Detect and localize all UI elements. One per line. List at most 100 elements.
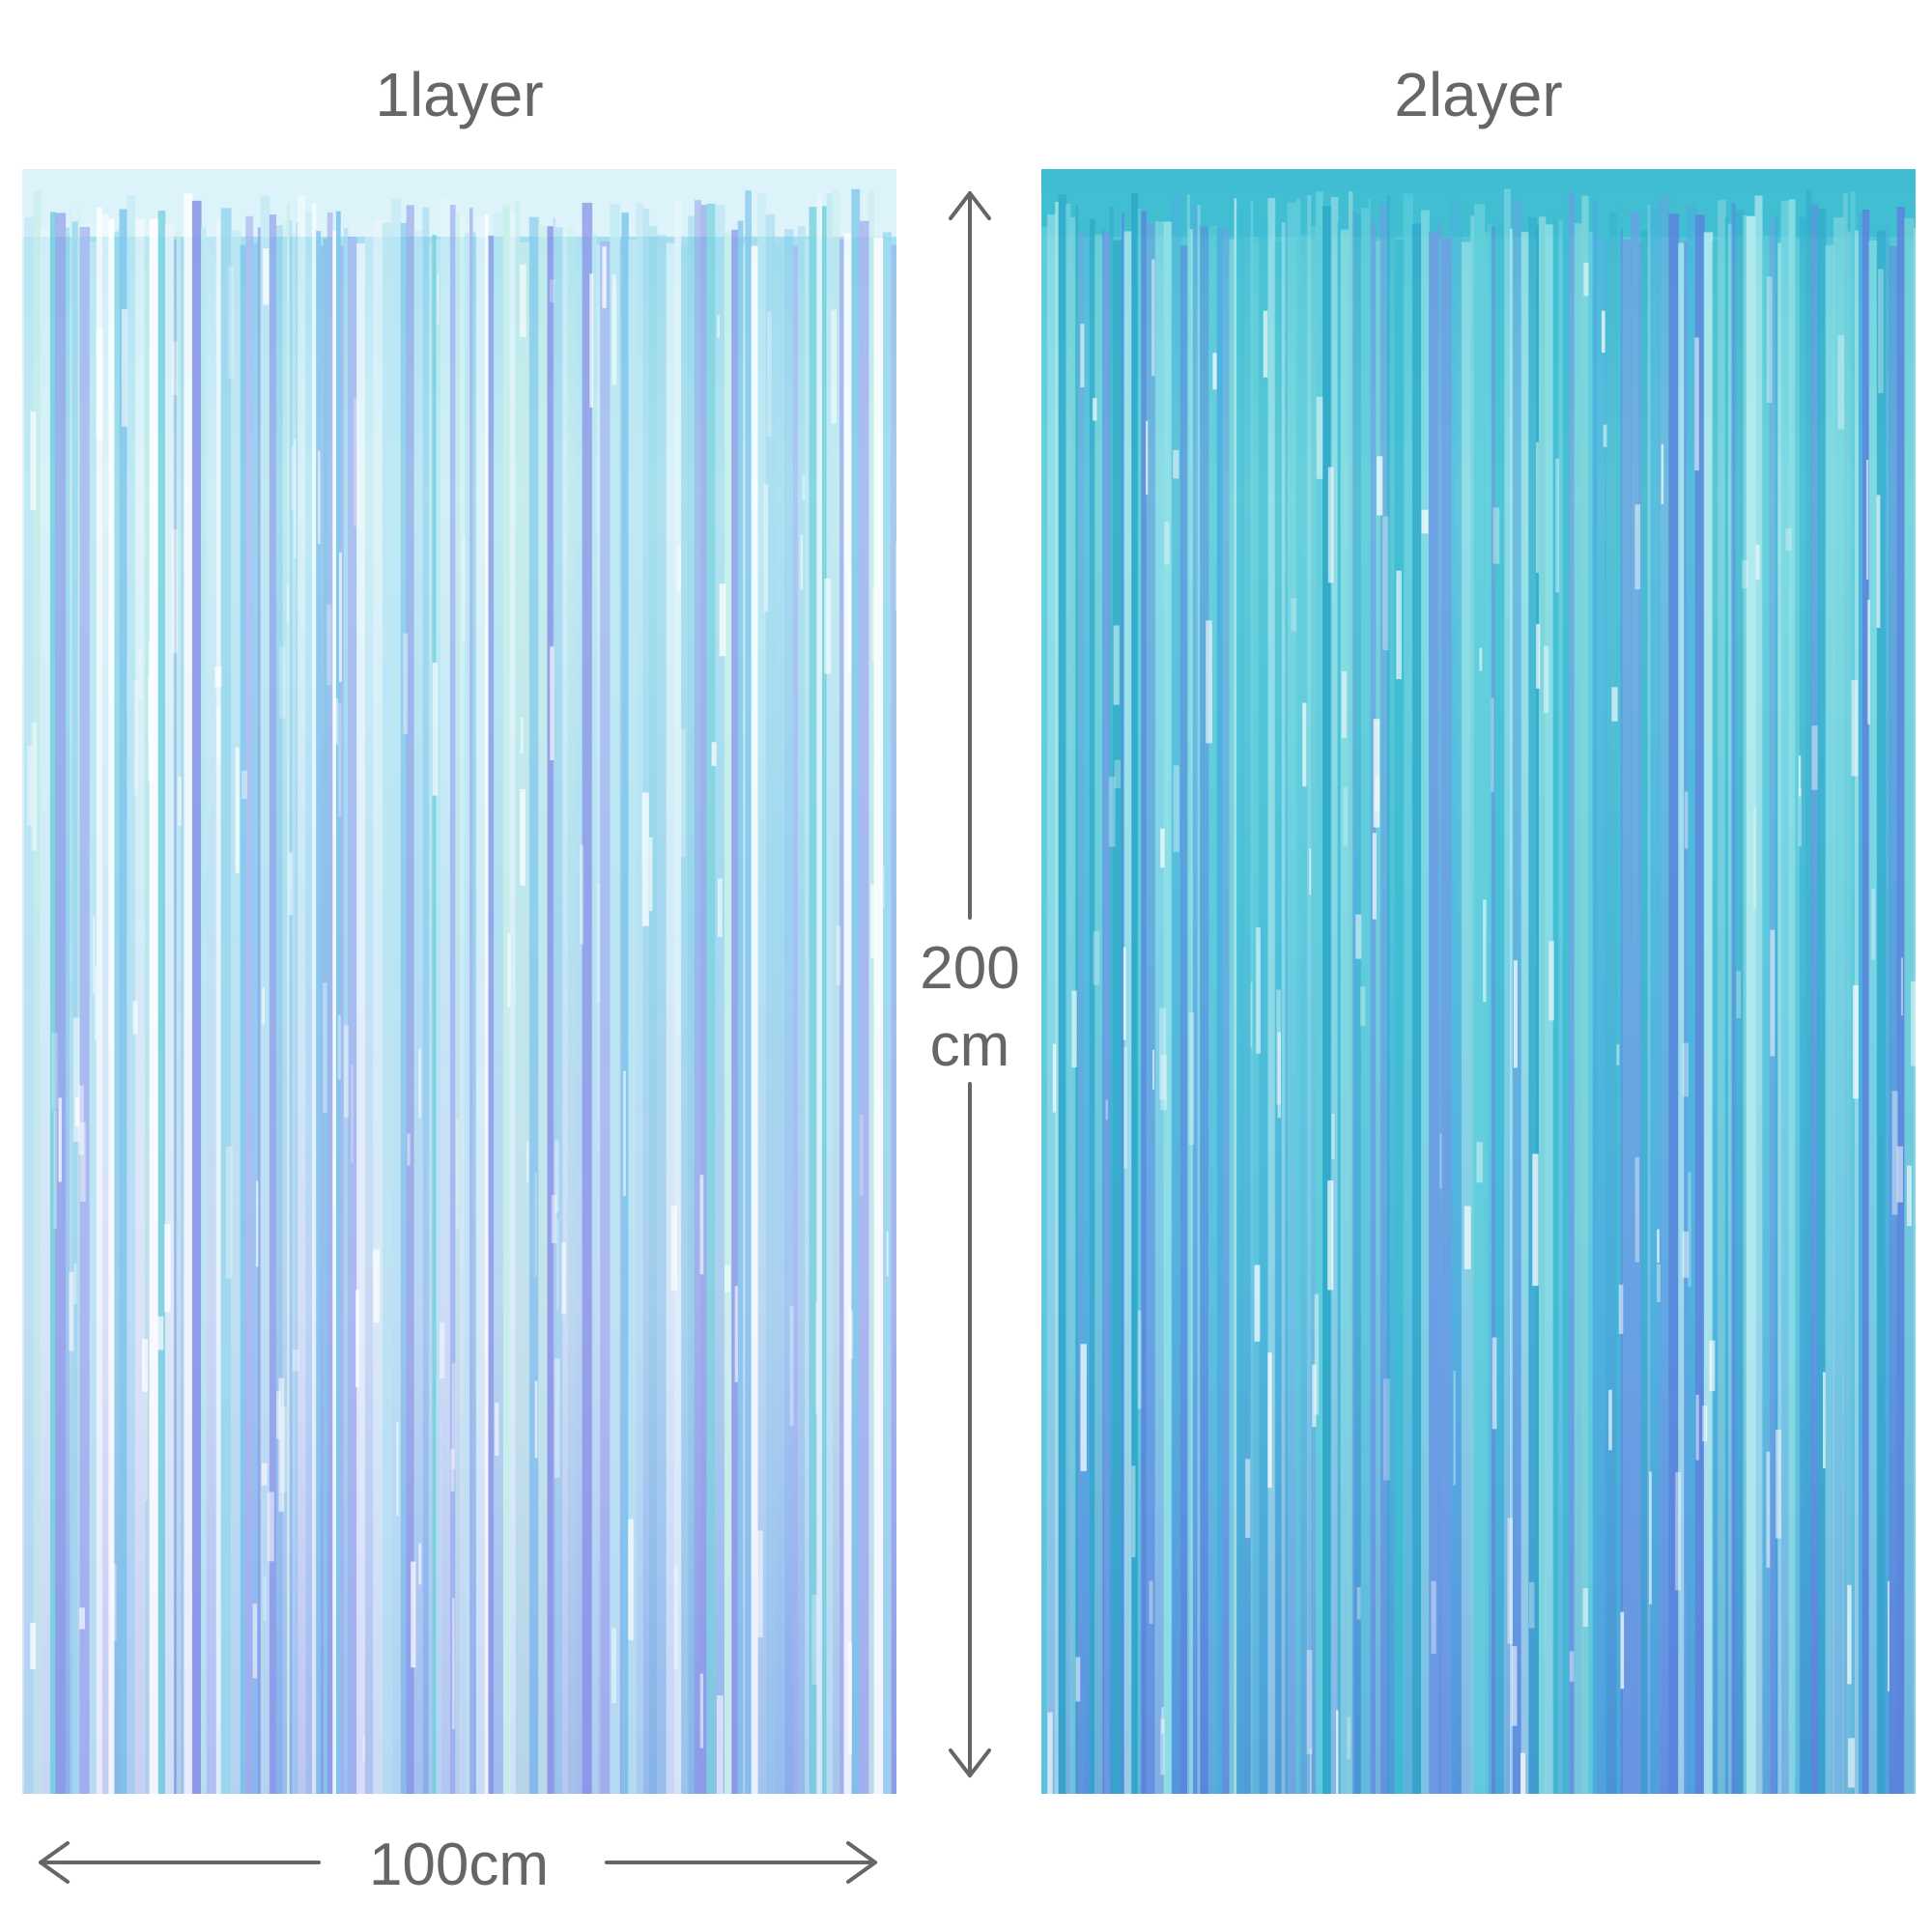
tinsel-strand <box>1538 216 1547 1794</box>
tinsel-highlight <box>132 1001 138 1035</box>
tinsel-highlight <box>92 916 96 994</box>
tinsel-highlight <box>1137 1310 1142 1409</box>
tinsel-highlight <box>1569 1651 1575 1682</box>
tinsel-highlight <box>396 1422 399 1517</box>
tinsel-strand <box>1354 214 1362 1794</box>
tinsel-highlight <box>1785 527 1792 551</box>
tinsel-strand <box>440 197 451 1794</box>
tinsel-highlight <box>1770 929 1776 1057</box>
tinsel-highlight <box>1245 1459 1251 1539</box>
tinsel-strand <box>1123 231 1133 1794</box>
tinsel-highlight <box>172 341 178 396</box>
tinsel-strand <box>1349 191 1353 1794</box>
tinsel-strand <box>688 215 696 1794</box>
tinsel-strand <box>1065 204 1071 1794</box>
tinsel-highlight <box>418 1543 422 1585</box>
tinsel-strand <box>1588 231 1594 1794</box>
tinsel-strand <box>327 212 333 1794</box>
tinsel-strand <box>114 231 120 1794</box>
tinsel-highlight <box>815 1300 819 1414</box>
tinsel-highlight <box>1122 947 1126 1040</box>
tinsel-strand <box>1474 204 1486 1794</box>
tinsel-strand <box>1287 202 1297 1794</box>
tinsel-strand <box>215 217 221 1794</box>
tinsel-highlight <box>455 1118 460 1230</box>
tinsel-strand <box>1833 217 1844 1794</box>
tinsel-strand <box>554 227 563 1794</box>
tinsel-highlight <box>1360 986 1366 1026</box>
height-unit: cm <box>929 1012 1010 1079</box>
tinsel-strand <box>312 204 317 1794</box>
tinsel-highlight <box>1160 1719 1165 1776</box>
tinsel-strand <box>1379 204 1388 1794</box>
tinsel-highlight <box>1871 888 1876 960</box>
tinsel-highlight <box>1507 1518 1513 1644</box>
tinsel-highlight <box>886 1232 889 1277</box>
tinsel-strand <box>1187 194 1190 1794</box>
tinsel-strand <box>493 212 504 1794</box>
tinsel-highlight <box>554 1358 560 1478</box>
one-layer-curtain-strands <box>22 169 896 1794</box>
tinsel-highlight <box>1212 353 1217 390</box>
tinsel-highlight <box>78 1085 84 1155</box>
tinsel-highlight <box>580 844 584 945</box>
tinsel-strand <box>621 213 629 1794</box>
tinsel-highlight <box>1267 1352 1272 1489</box>
tinsel-highlight <box>30 1622 36 1669</box>
tinsel-strand <box>289 220 293 1794</box>
tinsel-strand <box>1104 232 1111 1794</box>
tinsel-highlight <box>1093 930 1100 985</box>
tinsel-highlight <box>51 1032 58 1110</box>
tinsel-strand <box>1552 211 1559 1794</box>
tinsel-strand <box>1491 226 1495 1794</box>
tinsel-highlight <box>1312 1364 1317 1428</box>
tinsel-highlight <box>263 248 270 305</box>
tinsel-strand <box>1131 192 1139 1794</box>
tinsel-highlight <box>228 266 235 379</box>
tinsel-strand <box>1441 237 1452 1794</box>
tinsel-highlight <box>895 542 896 611</box>
height-arrow-up-icon <box>949 191 991 220</box>
tinsel-strand <box>1055 201 1059 1794</box>
tinsel-highlight <box>554 1140 559 1212</box>
tinsel-strand <box>1295 198 1301 1794</box>
tinsel-strand <box>1484 232 1489 1794</box>
tinsel-strand <box>1200 226 1209 1794</box>
tinsel-highlight <box>724 1264 730 1293</box>
tinsel-highlight <box>1906 1165 1912 1227</box>
tinsel-strand <box>413 230 423 1794</box>
tinsel-strand <box>335 211 341 1794</box>
tinsel-highlight <box>1536 441 1539 573</box>
tinsel-strand <box>382 222 392 1794</box>
tinsel-highlight <box>848 568 852 674</box>
tinsel-highlight <box>1327 467 1334 583</box>
tinsel-strand <box>648 226 658 1794</box>
tinsel-highlight <box>1159 1008 1166 1100</box>
tinsel-strand <box>1861 210 1870 1794</box>
tinsel-highlight <box>1555 458 1560 593</box>
tinsel-highlight <box>148 675 153 781</box>
tinsel-strand <box>391 198 402 1794</box>
tinsel-highlight <box>1256 927 1261 1054</box>
tinsel-strand <box>1229 239 1236 1794</box>
tinsel-highlight <box>279 646 287 719</box>
tinsel-strand <box>656 234 668 1794</box>
tinsel-highlight <box>1736 971 1742 1018</box>
tinsel-highlight <box>1766 1451 1771 1568</box>
tinsel-highlight <box>280 1406 287 1492</box>
tinsel-strand <box>1310 225 1317 1794</box>
tinsel-strand <box>1703 232 1714 1794</box>
tinsel-highlight <box>1309 1748 1312 1794</box>
tinsel-strand <box>1192 205 1198 1794</box>
tinsel-strand <box>101 213 109 1794</box>
tinsel-strand <box>340 245 344 1794</box>
tinsel-highlight <box>1314 1293 1320 1415</box>
tinsel-strand <box>323 239 327 1794</box>
tinsel-strand <box>1340 229 1350 1794</box>
tinsel-strand <box>287 202 290 1794</box>
tinsel-highlight <box>711 742 717 766</box>
two-layer-curtain-strands <box>1041 169 1916 1794</box>
tinsel-highlight <box>1356 1587 1361 1620</box>
tinsel-strand <box>206 226 217 1794</box>
tinsel-highlight <box>1582 1588 1588 1627</box>
